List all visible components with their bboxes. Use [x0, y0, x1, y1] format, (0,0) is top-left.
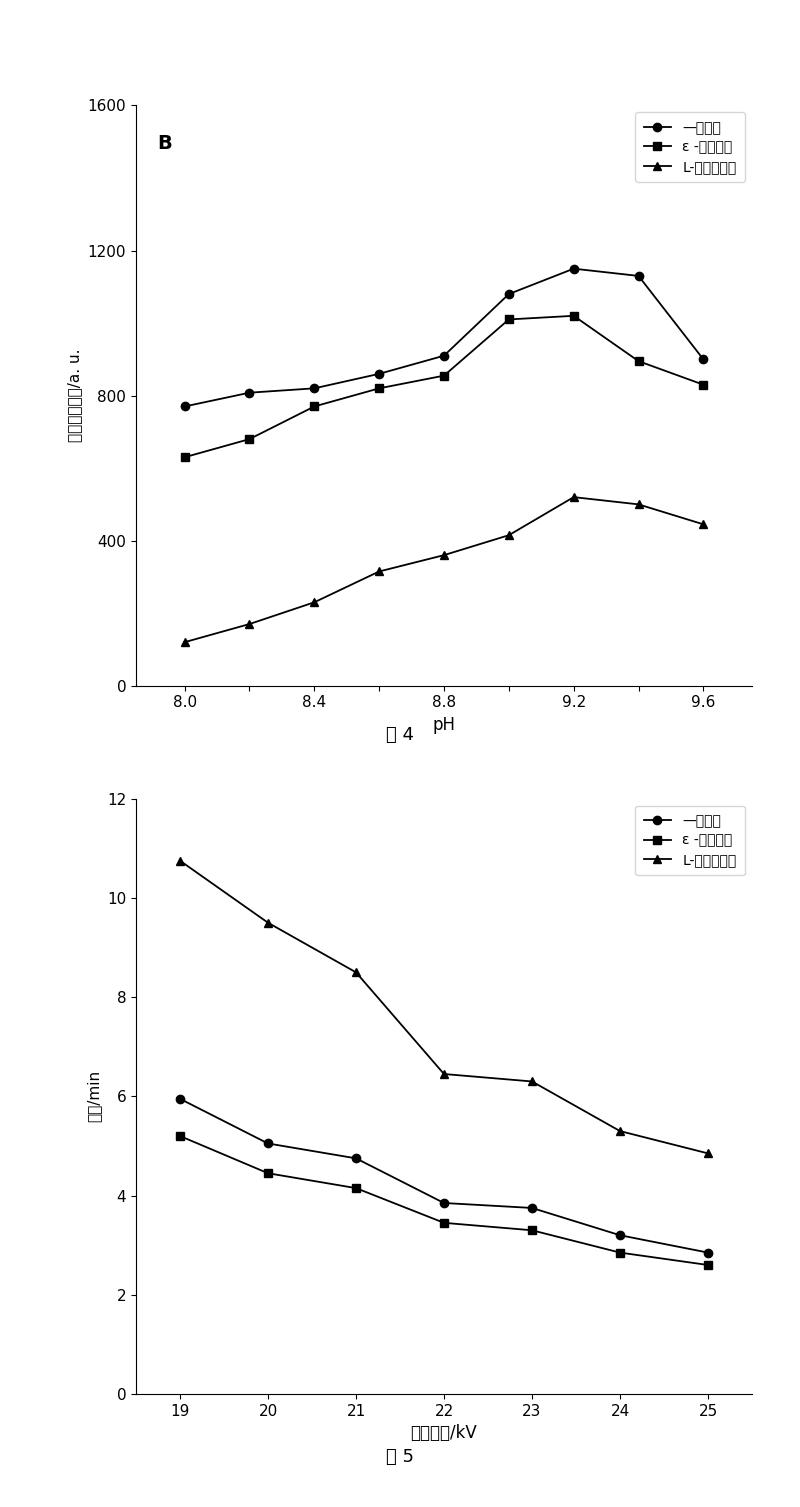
Line: L-天门冬氨酸: L-天门冬氨酸 [181, 493, 707, 647]
Text: 图 4: 图 4 [386, 726, 414, 744]
Line: ε -氨基己酸: ε -氨基己酸 [176, 1132, 712, 1269]
Legend: —牛磺酸, ε -氨基己酸, L-天门冬氨酸: —牛磺酸, ε -氨基己酸, L-天门冬氨酸 [635, 806, 745, 876]
—牛磺酸 [703, 1243, 713, 1261]
L-天门冬氨酸 [180, 633, 190, 651]
L-天门冬氨酸 [351, 963, 361, 981]
—牛磺酸 [439, 1194, 449, 1212]
L-天门冬氨酸 [439, 546, 449, 564]
L-天门冬氨酸 [569, 488, 578, 506]
ε -氨基己酸 [351, 1178, 361, 1197]
—牛磺酸 [180, 398, 190, 416]
ε -氨基己酸 [698, 375, 708, 393]
—牛磺酸 [615, 1227, 625, 1245]
ε -氨基己酸 [180, 448, 190, 466]
ε -氨基己酸 [374, 380, 384, 398]
ε -氨基己酸 [634, 353, 643, 371]
L-天门冬氨酸 [175, 851, 185, 870]
Y-axis label: 时间/min: 时间/min [86, 1070, 102, 1123]
ε -氨基己酸 [175, 1127, 185, 1145]
X-axis label: pH: pH [433, 716, 455, 734]
—牛磺酸 [504, 285, 514, 303]
ε -氨基己酸 [245, 429, 254, 448]
ε -氨基己酸 [703, 1255, 713, 1273]
L-天门冬氨酸 [615, 1123, 625, 1141]
ε -氨基己酸 [439, 366, 449, 384]
L-天门冬氨酸 [527, 1073, 537, 1091]
Line: —牛磺酸: —牛磺酸 [176, 1094, 712, 1257]
L-天门冬氨酸 [703, 1144, 713, 1162]
L-天门冬氨酸 [263, 913, 273, 931]
X-axis label: 分离电压/kV: 分离电压/kV [410, 1424, 478, 1442]
L-天门冬氨酸 [245, 615, 254, 633]
—牛磺酸 [634, 267, 643, 285]
—牛磺酸 [175, 1090, 185, 1108]
ε -氨基己酸 [527, 1221, 537, 1239]
ε -氨基己酸 [615, 1243, 625, 1261]
Text: 图 5: 图 5 [386, 1448, 414, 1466]
Line: —牛磺酸: —牛磺酸 [181, 265, 707, 410]
ε -氨基己酸 [439, 1213, 449, 1231]
L-天门冬氨酸 [698, 515, 708, 533]
ε -氨基己酸 [504, 310, 514, 329]
—牛磺酸 [245, 384, 254, 402]
Line: ε -氨基己酸: ε -氨基己酸 [181, 312, 707, 461]
L-天门冬氨酸 [634, 496, 643, 514]
Y-axis label: 相对荧光强度/a. u.: 相对荧光强度/a. u. [67, 348, 82, 443]
L-天门冬氨酸 [439, 1065, 449, 1084]
—牛磺酸 [698, 350, 708, 368]
L-天门冬氨酸 [374, 562, 384, 580]
—牛磺酸 [569, 259, 578, 277]
Legend: —牛磺酸, ε -氨基己酸, L-天门冬氨酸: —牛磺酸, ε -氨基己酸, L-天门冬氨酸 [635, 113, 745, 182]
Line: L-天门冬氨酸: L-天门冬氨酸 [176, 856, 712, 1157]
ε -氨基己酸 [310, 398, 319, 416]
—牛磺酸 [374, 365, 384, 383]
—牛磺酸 [310, 380, 319, 398]
—牛磺酸 [263, 1135, 273, 1153]
—牛磺酸 [351, 1150, 361, 1168]
ε -氨基己酸 [263, 1165, 273, 1183]
Text: B: B [158, 134, 172, 154]
—牛磺酸 [439, 347, 449, 365]
L-天门冬氨酸 [310, 594, 319, 612]
—牛磺酸 [527, 1200, 537, 1218]
ε -氨基己酸 [569, 307, 578, 326]
L-天门冬氨酸 [504, 526, 514, 544]
